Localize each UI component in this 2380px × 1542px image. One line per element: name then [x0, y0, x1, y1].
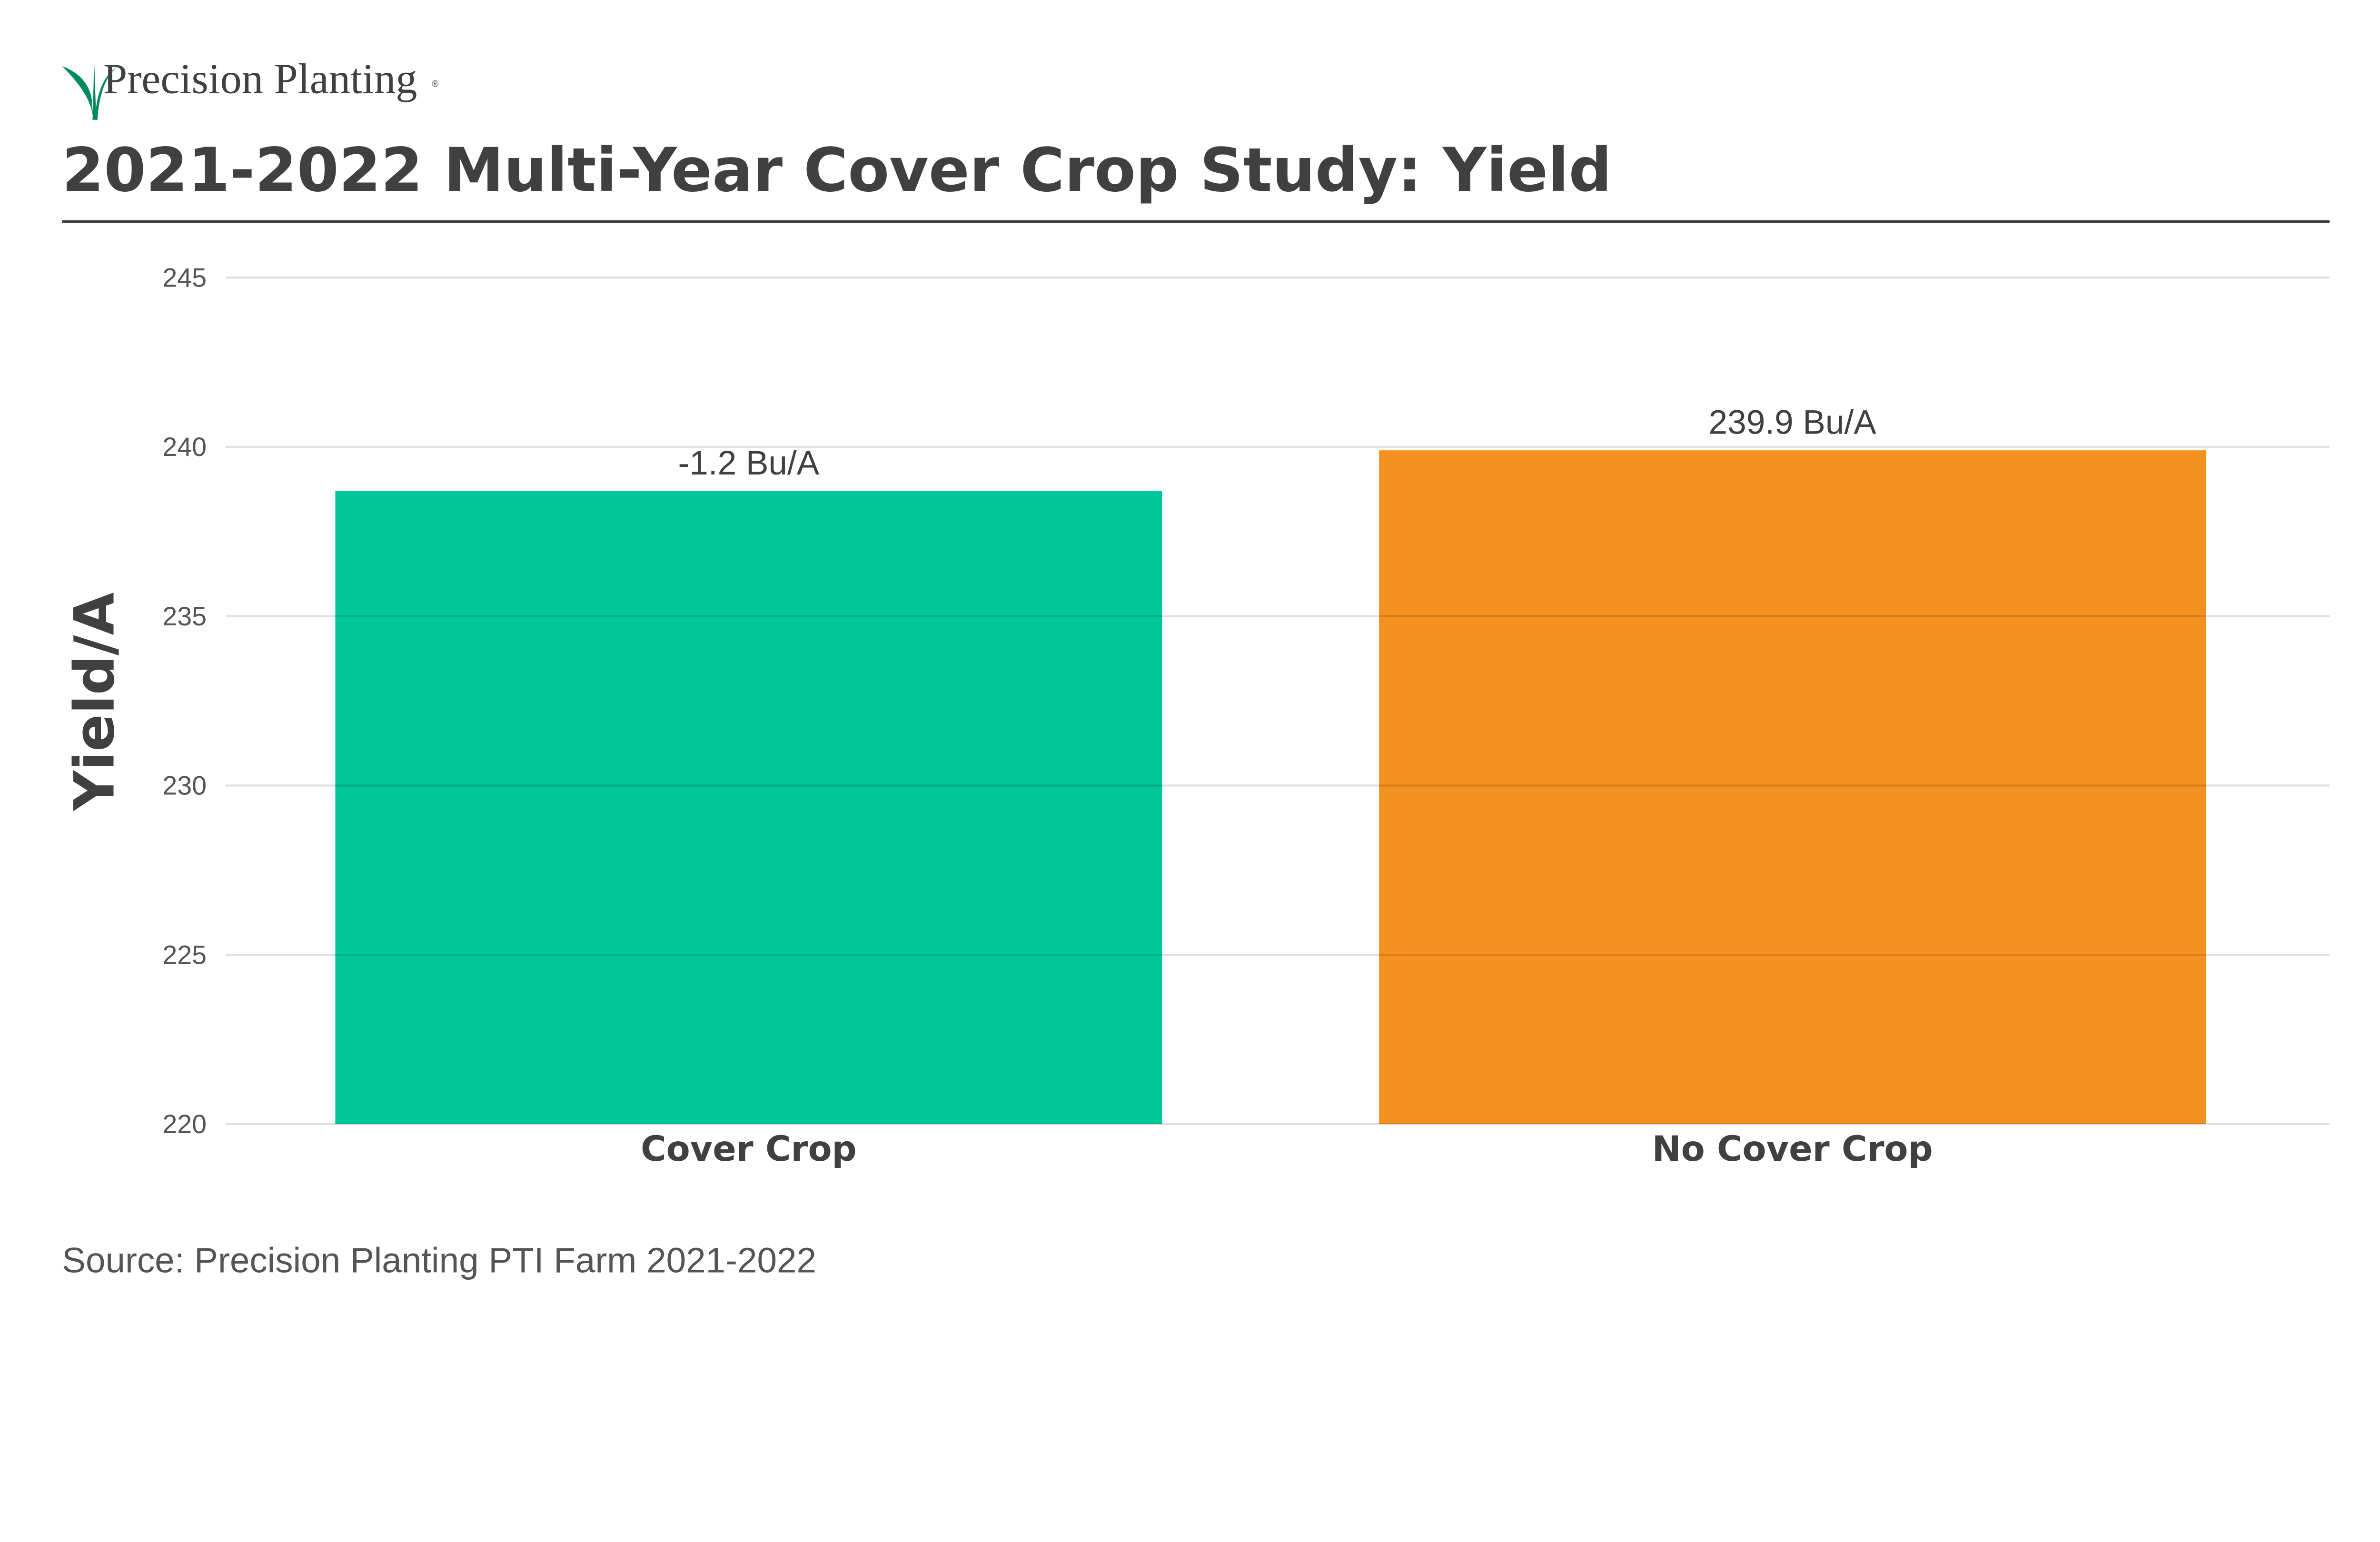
data-label: -1.2 Bu/A	[678, 445, 820, 482]
y-tick-label: 235	[162, 602, 207, 631]
y-axis-label: Yield/A	[63, 593, 127, 812]
registered-mark: ®	[432, 79, 438, 89]
logo-text: Precision Planting	[103, 55, 417, 102]
y-tick-label: 220	[162, 1109, 207, 1139]
y-tick-label: 240	[162, 432, 207, 462]
source-note: Source: Precision Planting PTI Farm 2021…	[62, 1240, 816, 1280]
leaf-icon	[62, 62, 119, 120]
x-tick-label: No Cover Crop	[1652, 1129, 1933, 1169]
chart-title: 2021-2022 Multi-Year Cover Crop Study: Y…	[62, 135, 1612, 205]
chart: Precision Planting ® 2021-2022 Multi-Yea…	[62, 55, 2330, 1280]
title-rule	[62, 220, 2330, 223]
x-tick-label: Cover Crop	[641, 1129, 857, 1169]
data-label: 239.9 Bu/A	[1709, 404, 1877, 441]
bar-no-cover-crop	[1379, 450, 2206, 1124]
y-tick-label: 245	[162, 263, 207, 292]
y-tick-label: 225	[162, 940, 207, 969]
bar-cover-crop	[335, 491, 1162, 1124]
logo: Precision Planting ®	[62, 55, 438, 120]
y-tick-label: 230	[162, 771, 207, 801]
